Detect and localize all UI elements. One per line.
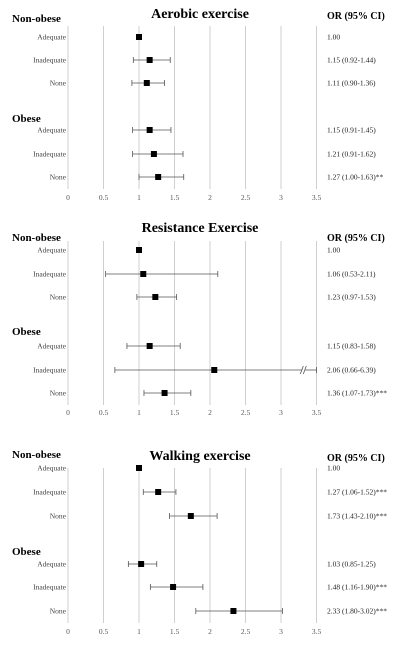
x-tick-label: 1.5 <box>170 627 180 636</box>
point-estimate <box>138 561 145 567</box>
x-tick-label: 2 <box>208 627 212 636</box>
or-value: 1.21 (0.91-1.62) <box>327 150 376 159</box>
x-tick-label: 3.5 <box>312 408 322 417</box>
x-tick-label: 0 <box>66 627 70 636</box>
point-estimate <box>161 390 168 396</box>
row-label: None <box>50 389 67 398</box>
row-label: None <box>50 79 67 88</box>
x-tick-label: 3 <box>279 408 283 417</box>
x-tick-label: 1.5 <box>170 408 180 417</box>
point-estimate <box>136 34 142 40</box>
point-estimate <box>170 584 177 590</box>
group-label: Non-obese <box>12 449 61 461</box>
x-tick-label: 2.5 <box>241 193 251 202</box>
or-value: 1.00 <box>327 33 340 42</box>
x-tick-label: 1 <box>137 193 141 202</box>
or-value: 1.23 (0.97-1.53) <box>327 293 376 302</box>
or-value: 2.06 (0.66-6.39) <box>327 366 376 375</box>
or-value: 1.15 (0.91-1.45) <box>327 126 376 135</box>
or-value: 1.73 (1.43-2.10)*** <box>327 512 387 521</box>
point-estimate <box>146 57 153 63</box>
axis-break-mark <box>299 365 307 375</box>
group-label: Obese <box>12 546 41 558</box>
x-tick-label: 3.5 <box>312 193 322 202</box>
point-estimate <box>230 608 237 614</box>
or-header: OR (95% CI) <box>327 11 385 22</box>
row-label: Adequate <box>37 246 66 255</box>
or-value: 2.33 (1.80-3.02)*** <box>327 607 387 616</box>
x-tick-label: 0.5 <box>99 193 109 202</box>
x-tick-label: 1 <box>137 627 141 636</box>
row-label: None <box>50 293 67 302</box>
or-value: 1.15 (0.83-1.58) <box>327 342 376 351</box>
or-value: 1.15 (0.92-1.44) <box>327 56 376 65</box>
group-label: Non-obese <box>12 13 61 25</box>
x-tick-label: 0 <box>66 193 70 202</box>
point-estimate <box>155 489 162 495</box>
group-label: Obese <box>12 326 41 338</box>
or-value: 1.36 (1.07-1.73)*** <box>327 389 387 398</box>
row-label: Adequate <box>37 560 66 569</box>
panel-title: Walking exercise <box>149 449 250 464</box>
x-tick-label: 3 <box>279 627 283 636</box>
x-tick-label: 2.5 <box>241 627 251 636</box>
row-label: Inadequate <box>33 56 67 65</box>
or-value: 1.06 (0.53-2.11) <box>327 270 376 279</box>
or-header: OR (95% CI) <box>327 233 385 244</box>
row-label: Inadequate <box>33 150 67 159</box>
x-tick-label: 1 <box>137 408 141 417</box>
panel-title: Resistance Exercise <box>142 221 259 236</box>
or-value: 1.27 (1.06-1.52)*** <box>327 488 387 497</box>
row-label: Inadequate <box>33 270 67 279</box>
point-estimate <box>211 367 218 373</box>
row-label: Adequate <box>37 464 66 473</box>
point-estimate <box>143 80 150 86</box>
group-label: Obese <box>12 113 41 125</box>
or-value: 1.48 (1.16-1.90)*** <box>327 583 387 592</box>
x-tick-label: 0 <box>66 408 70 417</box>
x-tick-label: 0.5 <box>99 408 109 417</box>
point-estimate <box>152 294 159 300</box>
row-label: Adequate <box>37 126 66 135</box>
point-estimate <box>140 271 147 277</box>
point-estimate <box>136 465 142 471</box>
row-label: None <box>50 173 67 182</box>
row-label: None <box>50 512 67 521</box>
row-label: Adequate <box>37 342 66 351</box>
row-label: None <box>50 607 67 616</box>
x-tick-label: 0.5 <box>99 627 109 636</box>
or-value: 1.03 (0.85-1.25) <box>327 560 376 569</box>
point-estimate <box>155 174 162 180</box>
x-tick-label: 2 <box>208 193 212 202</box>
point-estimate <box>136 247 142 253</box>
or-value: 1.00 <box>327 246 340 255</box>
row-label: Inadequate <box>33 366 67 375</box>
or-value: 1.11 (0.90-1.36) <box>327 79 376 88</box>
point-estimate <box>146 127 153 133</box>
row-label: Adequate <box>37 33 66 42</box>
x-tick-label: 2.5 <box>241 408 251 417</box>
or-value: 1.00 <box>327 464 340 473</box>
point-estimate <box>150 151 157 157</box>
x-tick-label: 2 <box>208 408 212 417</box>
group-label: Non-obese <box>12 232 61 244</box>
point-estimate <box>146 343 153 349</box>
panel-title: Aerobic exercise <box>151 7 249 22</box>
row-label: Inadequate <box>33 488 67 497</box>
x-tick-label: 3.5 <box>312 627 322 636</box>
or-value: 1.27 (1.00-1.63)** <box>327 173 383 182</box>
x-tick-label: 3 <box>279 193 283 202</box>
or-header: OR (95% CI) <box>327 453 385 464</box>
point-estimate <box>187 513 194 519</box>
x-tick-label: 1.5 <box>170 193 180 202</box>
row-label: Inadequate <box>33 583 67 592</box>
